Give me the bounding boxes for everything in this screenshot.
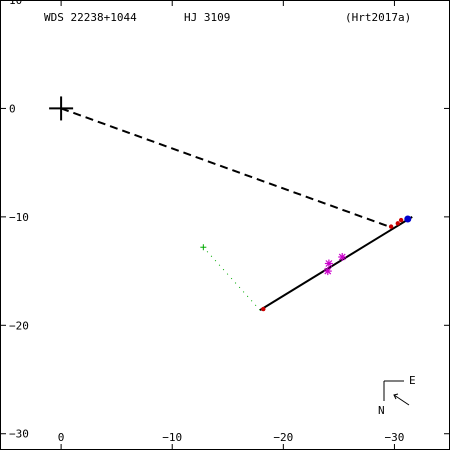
- compass-north-label: N: [378, 404, 385, 417]
- measure-star-point: [323, 267, 332, 276]
- reference-label: (Hrt2017a): [345, 11, 411, 24]
- measure-star-point: [324, 259, 333, 268]
- x-tick-label: −20: [273, 431, 293, 444]
- measure-point: [261, 306, 266, 312]
- x-tick-label: 0: [58, 431, 65, 444]
- x-tick-label: −10: [162, 431, 182, 444]
- measure-star-stroke: [325, 260, 333, 267]
- motion-arrow-shaft: [393, 394, 410, 406]
- compass: E N: [378, 374, 416, 417]
- compass-east-label: E: [409, 374, 416, 387]
- y-tick-label: −20: [9, 319, 29, 332]
- wds-id-label: WDS 22238+1044: [44, 11, 137, 24]
- y-tick-label: −30: [9, 428, 29, 441]
- measure-star-point: [338, 252, 347, 261]
- y-tick-label: 10: [9, 0, 22, 7]
- chart-series: [49, 96, 413, 312]
- measure-point: [388, 224, 394, 229]
- y-tick-label: −10: [9, 211, 29, 224]
- y-tick-label: 0: [9, 102, 16, 115]
- discoverer-label: HJ 3109: [184, 11, 230, 24]
- measure-point: [395, 221, 400, 226]
- dashed-separation-line: [60, 107, 393, 229]
- motion-arrow-icon: [393, 393, 399, 400]
- latest-measure-point: [404, 215, 412, 223]
- measure-point: [398, 217, 404, 223]
- measure-star-stroke: [324, 267, 332, 275]
- x-tick-label: −30: [385, 431, 405, 444]
- orbit-line: [259, 216, 413, 311]
- measure-star-stroke: [338, 253, 346, 261]
- dotted-residual-line: [202, 246, 261, 311]
